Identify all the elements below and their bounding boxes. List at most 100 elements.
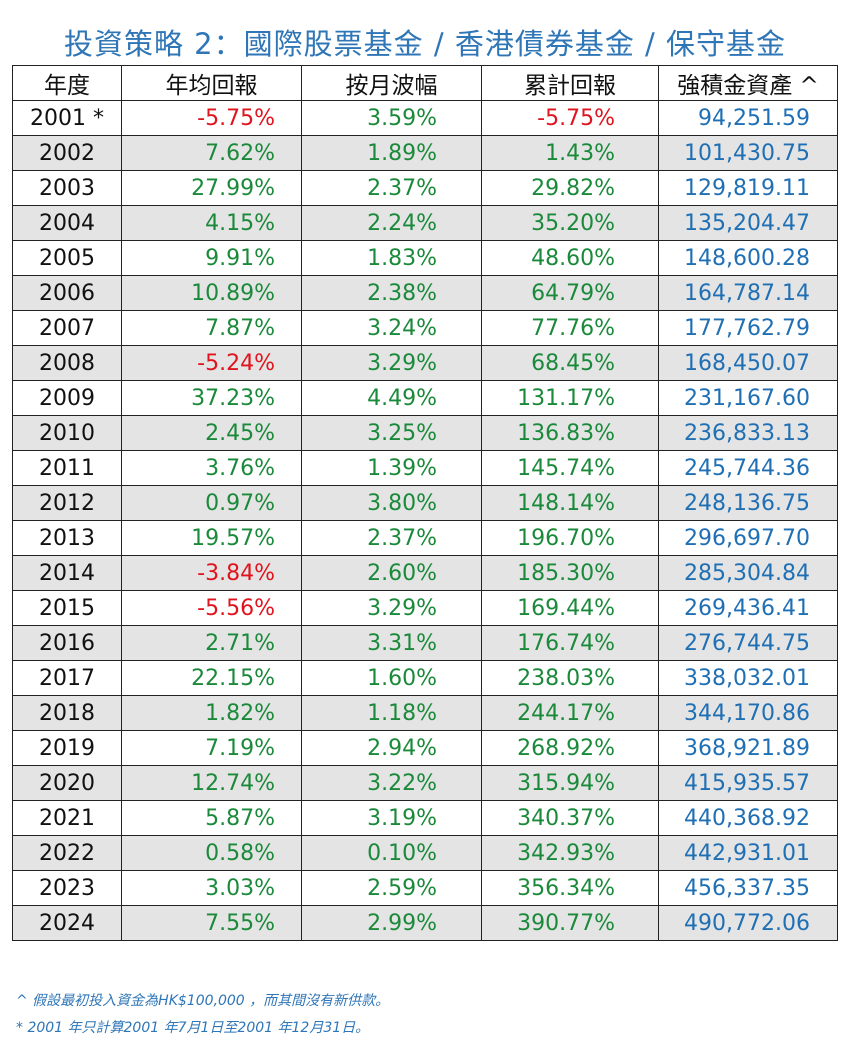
cell-annual-return: 0.97%: [121, 485, 302, 521]
cell-mpf-assets: 269,436.41: [658, 590, 838, 626]
cell-year: 2004: [12, 205, 122, 241]
table-row: 2012 0.97% 3.80% 148.14% 248,136.75: [12, 485, 838, 521]
table-row: 2019 7.19% 2.94% 268.92% 368,921.89: [12, 730, 838, 766]
cell-year: 2020: [12, 765, 122, 801]
cell-cumulative-return: 315.94%: [481, 765, 659, 801]
cell-mpf-assets: 296,697.70: [658, 520, 838, 556]
cell-annual-return: 0.58%: [121, 835, 302, 871]
table-row: 2014 -3.84% 2.60% 185.30% 285,304.84: [12, 555, 838, 591]
cell-year: 2006: [12, 275, 122, 311]
cell-year: 2008: [12, 345, 122, 381]
footnotes: ^ 假設最初投入資金為HK$100,000 ，而其間沒有新供款。 * 2001 …: [16, 988, 836, 1042]
header-year: 年度: [12, 65, 122, 101]
table-row: 2022 0.58% 0.10% 342.93% 442,931.01: [12, 835, 838, 871]
cell-year: 2017: [12, 660, 122, 696]
cell-year: 2014: [12, 555, 122, 591]
table-header-row: 年度 年均回報 按月波幅 累計回報 強積金資產 ^: [12, 65, 838, 101]
cell-monthly-volatility: 3.19%: [301, 800, 482, 836]
cell-monthly-volatility: 2.59%: [301, 870, 482, 906]
table-row: 2024 7.55% 2.99% 390.77% 490,772.06: [12, 905, 838, 941]
cell-annual-return: 7.87%: [121, 310, 302, 346]
cell-cumulative-return: 145.74%: [481, 450, 659, 486]
cell-year: 2001 *: [12, 100, 122, 136]
cell-annual-return: 12.74%: [121, 765, 302, 801]
cell-annual-return: 3.03%: [121, 870, 302, 906]
cell-cumulative-return: 29.82%: [481, 170, 659, 206]
cell-monthly-volatility: 2.94%: [301, 730, 482, 766]
cell-monthly-volatility: 1.39%: [301, 450, 482, 486]
cell-mpf-assets: 245,744.36: [658, 450, 838, 486]
table-body: 2001 * -5.75% 3.59% -5.75% 94,251.59 2002 7.62…: [12, 100, 838, 941]
table-row: 2005 9.91% 1.83% 48.60% 148,600.28: [12, 240, 838, 276]
cell-cumulative-return: 342.93%: [481, 835, 659, 871]
header-annual-return: 年均回報: [121, 65, 302, 101]
cell-cumulative-return: -5.75%: [481, 100, 659, 136]
cell-mpf-assets: 231,167.60: [658, 380, 838, 416]
cell-cumulative-return: 196.70%: [481, 520, 659, 556]
table-row: 2017 22.15% 1.60% 238.03% 338,032.01: [12, 660, 838, 696]
cell-cumulative-return: 340.37%: [481, 800, 659, 836]
header-mpf-assets: 強積金資產 ^: [658, 65, 838, 101]
cell-monthly-volatility: 2.99%: [301, 905, 482, 941]
cell-year: 2009: [12, 380, 122, 416]
cell-annual-return: 5.87%: [121, 800, 302, 836]
table-row: 2010 2.45% 3.25% 136.83% 236,833.13: [12, 415, 838, 451]
cell-year: 2019: [12, 730, 122, 766]
cell-year: 2015: [12, 590, 122, 626]
cell-mpf-assets: 248,136.75: [658, 485, 838, 521]
cell-monthly-volatility: 1.89%: [301, 135, 482, 171]
cell-annual-return: 19.57%: [121, 520, 302, 556]
cell-mpf-assets: 276,744.75: [658, 625, 838, 661]
table-row: 2015 -5.56% 3.29% 169.44% 269,436.41: [12, 590, 838, 626]
table-row: 2011 3.76% 1.39% 145.74% 245,744.36: [12, 450, 838, 486]
cell-mpf-assets: 101,430.75: [658, 135, 838, 171]
cell-mpf-assets: 440,368.92: [658, 800, 838, 836]
cell-monthly-volatility: 1.83%: [301, 240, 482, 276]
table-row: 2004 4.15% 2.24% 35.20% 135,204.47: [12, 205, 838, 241]
cell-cumulative-return: 48.60%: [481, 240, 659, 276]
cell-year: 2024: [12, 905, 122, 941]
cell-cumulative-return: 136.83%: [481, 415, 659, 451]
footnote-initial-capital: ^ 假設最初投入資金為HK$100,000 ，而其間沒有新供款。: [16, 993, 390, 1009]
cell-year: 2016: [12, 625, 122, 661]
cell-cumulative-return: 169.44%: [481, 590, 659, 626]
cell-mpf-assets: 490,772.06: [658, 905, 838, 941]
cell-annual-return: -5.24%: [121, 345, 302, 381]
table-row: 2003 27.99% 2.37% 29.82% 129,819.11: [12, 170, 838, 206]
cell-monthly-volatility: 2.38%: [301, 275, 482, 311]
cell-monthly-volatility: 1.18%: [301, 695, 482, 731]
cell-year: 2018: [12, 695, 122, 731]
cell-annual-return: 7.62%: [121, 135, 302, 171]
cell-annual-return: 3.76%: [121, 450, 302, 486]
table-row: 2018 1.82% 1.18% 244.17% 344,170.86: [12, 695, 838, 731]
cell-year: 2023: [12, 870, 122, 906]
cell-cumulative-return: 77.76%: [481, 310, 659, 346]
table-row: 2007 7.87% 3.24% 77.76% 177,762.79: [12, 310, 838, 346]
cell-year: 2013: [12, 520, 122, 556]
cell-monthly-volatility: 3.59%: [301, 100, 482, 136]
cell-annual-return: 7.55%: [121, 905, 302, 941]
cell-year: 2022: [12, 835, 122, 871]
cell-monthly-volatility: 2.37%: [301, 520, 482, 556]
cell-annual-return: -3.84%: [121, 555, 302, 591]
table-row: 2021 5.87% 3.19% 340.37% 440,368.92: [12, 800, 838, 836]
table-row: 2016 2.71% 3.31% 176.74% 276,744.75: [12, 625, 838, 661]
footnote-2001-period: * 2001 年只計算2001 年7月1日至2001 年12月31日。: [16, 1020, 370, 1036]
table-row: 2002 7.62% 1.89% 1.43% 101,430.75: [12, 135, 838, 171]
cell-cumulative-return: 35.20%: [481, 205, 659, 241]
cell-monthly-volatility: 0.10%: [301, 835, 482, 871]
cell-cumulative-return: 390.77%: [481, 905, 659, 941]
cell-year: 2005: [12, 240, 122, 276]
cell-mpf-assets: 129,819.11: [658, 170, 838, 206]
cell-annual-return: 27.99%: [121, 170, 302, 206]
cell-mpf-assets: 177,762.79: [658, 310, 838, 346]
table-row: 2023 3.03% 2.59% 356.34% 456,337.35: [12, 870, 838, 906]
cell-mpf-assets: 135,204.47: [658, 205, 838, 241]
cell-monthly-volatility: 3.29%: [301, 345, 482, 381]
page-title: 投資策略 2：國際股票基金 / 香港債券基金 / 保守基金: [63, 27, 787, 61]
table-row: 2009 37.23% 4.49% 131.17% 231,167.60: [12, 380, 838, 416]
cell-mpf-assets: 344,170.86: [658, 695, 838, 731]
cell-mpf-assets: 236,833.13: [658, 415, 838, 451]
cell-year: 2007: [12, 310, 122, 346]
header-cumulative-return: 累計回報: [481, 65, 659, 101]
